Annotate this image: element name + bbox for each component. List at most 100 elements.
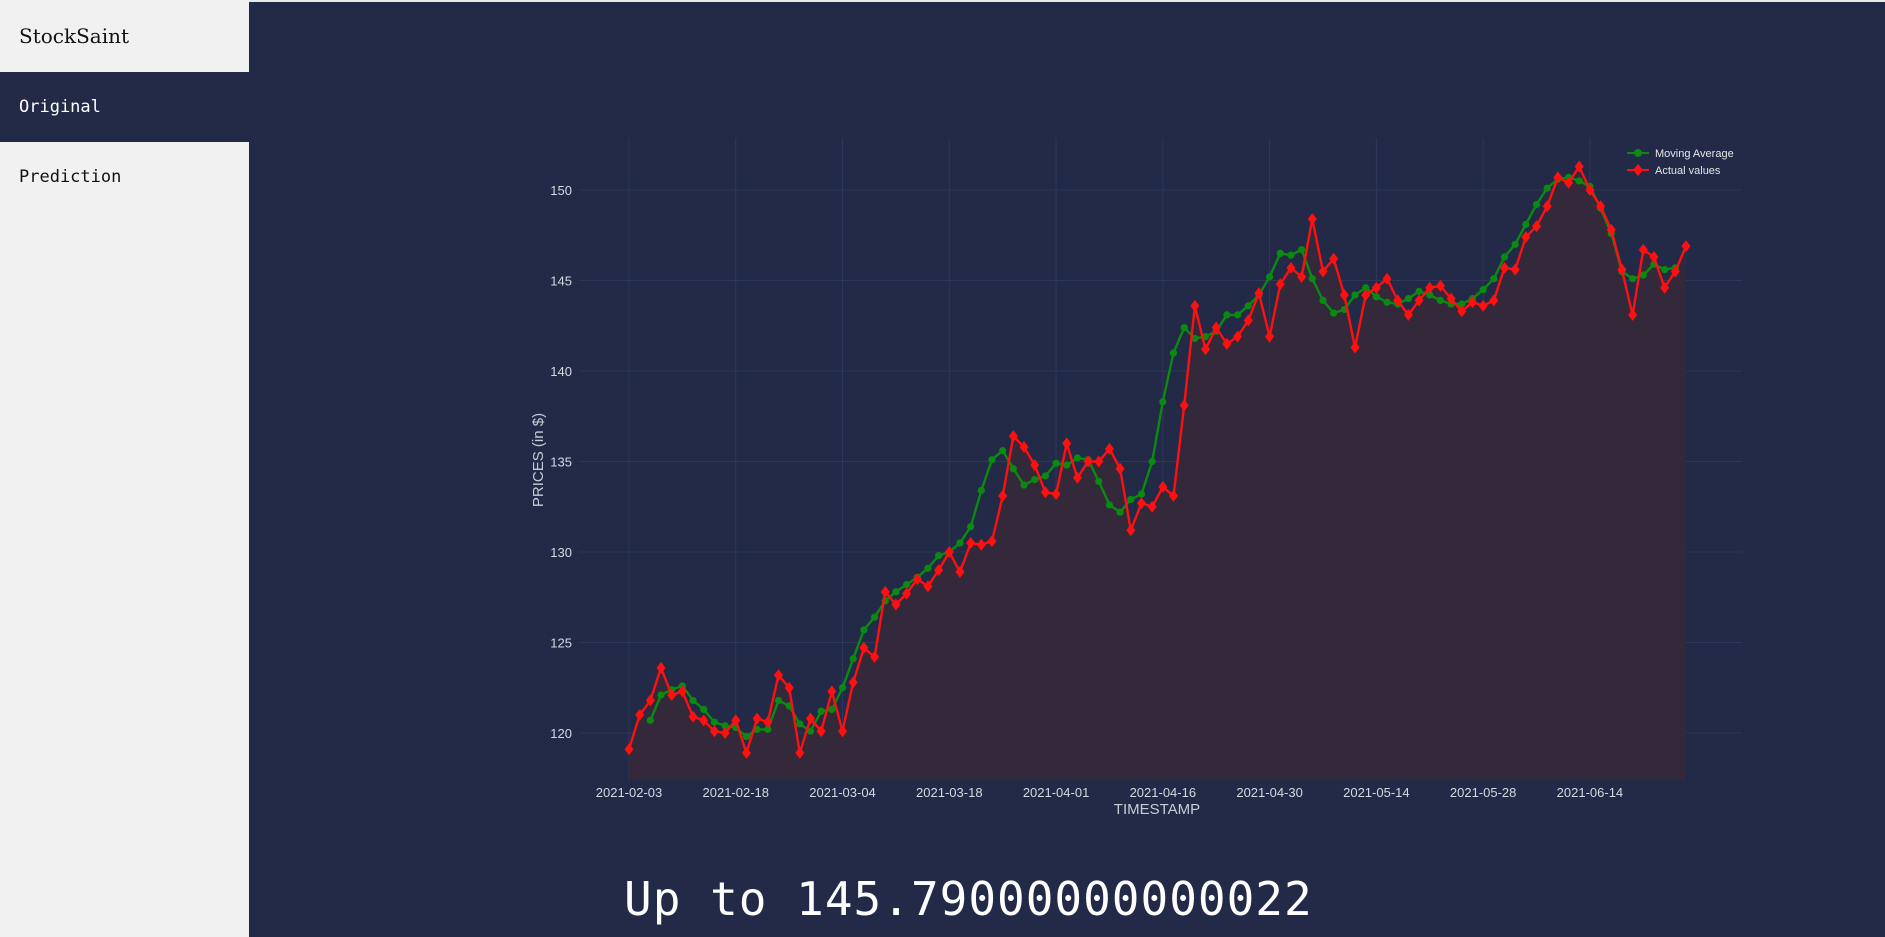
- actual-values-point: [1585, 184, 1595, 196]
- actual-values-point: [880, 585, 890, 598]
- actual-values-point: [1307, 212, 1317, 225]
- x-tick-label: 2021-04-16: [1130, 785, 1197, 800]
- x-axis-label: TIMESTAMP: [1114, 801, 1200, 818]
- sidebar-item-original[interactable]: Original: [0, 72, 249, 142]
- actual-values-point: [1126, 524, 1136, 537]
- actual-values-point: [1243, 314, 1253, 327]
- actual-values-point: [699, 714, 709, 727]
- actual-values-point: [1062, 437, 1072, 450]
- moving-average-point: [1426, 291, 1434, 299]
- actual-values-point: [784, 681, 794, 694]
- legend-moving-average-label: Moving Average: [1655, 148, 1734, 160]
- actual-values-point: [731, 714, 741, 727]
- actual-values-point: [1275, 278, 1285, 291]
- actual-values-point: [1115, 462, 1125, 475]
- moving-average-point: [870, 613, 879, 621]
- actual-values-point: [773, 669, 783, 682]
- actual-values-point: [934, 564, 944, 577]
- moving-average-point: [1137, 490, 1146, 498]
- actual-values-point: [912, 573, 922, 586]
- x-tick-label: 2021-06-14: [1557, 785, 1624, 800]
- moving-average-point: [1479, 285, 1487, 294]
- moving-average-point: [1169, 349, 1178, 357]
- moving-average-point: [1639, 271, 1647, 279]
- actual-values-point: [1350, 341, 1360, 354]
- moving-average-point: [1543, 184, 1551, 192]
- actual-values-point: [763, 716, 773, 729]
- moving-average-point: [1575, 177, 1583, 185]
- moving-average-point: [1308, 275, 1316, 283]
- actual-values-point: [1040, 486, 1050, 499]
- actual-values-point: [1553, 171, 1563, 184]
- moving-average-point: [710, 718, 719, 726]
- actual-values-point: [667, 688, 677, 701]
- y-tick-label: 130: [550, 545, 572, 560]
- moving-average-point: [817, 707, 825, 715]
- moving-average-point: [1330, 309, 1338, 317]
- actual-values-point: [1008, 430, 1018, 443]
- prediction-result-text: Up to 145.79000000000022: [624, 872, 1313, 926]
- moving-average-point: [1661, 266, 1669, 274]
- moving-average-point: [1020, 481, 1028, 489]
- x-tick-label: 2021-05-14: [1343, 785, 1410, 800]
- actual-values-point: [1254, 287, 1264, 300]
- moving-average-point: [1511, 240, 1519, 248]
- actual-values-point: [1201, 343, 1211, 356]
- actual-values-point: [1233, 330, 1243, 343]
- moving-average-point: [1532, 200, 1541, 209]
- moving-average-point: [700, 705, 708, 714]
- actual-values-point: [1329, 252, 1339, 265]
- actual-values-point: [806, 712, 816, 725]
- actual-values-point: [1158, 480, 1168, 493]
- actual-values-point: [1467, 296, 1477, 309]
- actual-values-point: [955, 565, 965, 578]
- y-tick-label: 125: [550, 636, 572, 651]
- actual-values-point: [1628, 308, 1638, 321]
- moving-average-point: [1233, 311, 1242, 319]
- moving-average-point: [1223, 311, 1231, 319]
- actual-values-point: [677, 685, 687, 698]
- actual-values-point: [1638, 243, 1648, 256]
- actual-values-point: [1670, 265, 1680, 278]
- actual-values-point: [987, 535, 997, 548]
- actual-values-point: [1147, 500, 1157, 513]
- actual-values-point: [1361, 288, 1371, 301]
- moving-average-point: [1116, 508, 1124, 516]
- actual-values-point: [656, 661, 666, 674]
- x-tick-label: 2021-04-30: [1236, 785, 1303, 800]
- moving-average-point: [1500, 253, 1509, 261]
- actual-values-point: [1478, 299, 1488, 312]
- actual-values-point: [1457, 305, 1467, 318]
- x-tick-label: 2021-02-03: [596, 785, 663, 800]
- moving-average-point: [1372, 293, 1380, 301]
- actual-values-point: [645, 694, 655, 707]
- legend-actual-values-label: Actual values: [1655, 165, 1721, 177]
- actual-values-point: [1435, 279, 1445, 292]
- x-tick-label: 2021-04-01: [1023, 785, 1090, 800]
- moving-average-point: [935, 552, 943, 560]
- actual-values-point: [1606, 223, 1616, 236]
- actual-values-point: [1489, 294, 1499, 307]
- brand-logo[interactable]: StockSaint: [19, 24, 130, 48]
- moving-average-point: [967, 523, 975, 531]
- actual-values-point: [838, 725, 848, 738]
- y-tick-label: 140: [550, 364, 572, 379]
- moving-average-point: [1159, 398, 1167, 406]
- moving-average-point: [1063, 461, 1071, 469]
- top-divider: [249, 0, 1885, 2]
- actual-values-point: [1617, 263, 1627, 276]
- moving-average-point: [1041, 472, 1049, 480]
- actual-values-point: [1393, 294, 1403, 307]
- sidebar-item-prediction[interactable]: Prediction: [19, 167, 122, 187]
- moving-average-point: [1148, 457, 1156, 466]
- moving-average-point: [1629, 275, 1637, 283]
- moving-average-point: [1351, 291, 1359, 299]
- actual-values-point: [1179, 399, 1189, 412]
- moving-average-point: [1522, 220, 1530, 228]
- moving-average-point: [742, 733, 751, 741]
- actual-values-point: [1169, 489, 1179, 502]
- actual-values-point: [624, 743, 634, 756]
- sidebar: StockSaint Original Prediction: [0, 0, 249, 937]
- moving-average-point: [1436, 296, 1445, 305]
- moving-average-point: [764, 725, 772, 733]
